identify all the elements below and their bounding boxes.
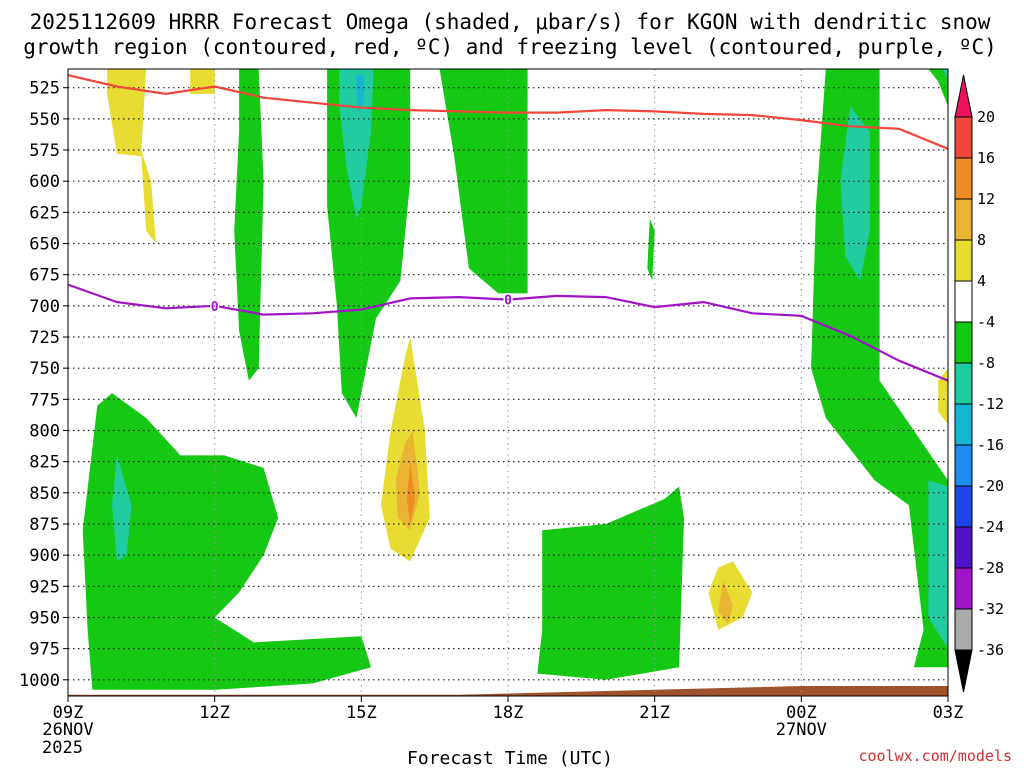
x-axis-label: Forecast Time (UTC) [407, 748, 613, 768]
y-tick-label-950: 950 [29, 608, 60, 628]
omega-region-yellow-upper-left-a [107, 69, 156, 244]
x-tick-label-15Z: 15Z [346, 703, 377, 723]
y-tick-label-975: 975 [29, 640, 60, 660]
omega-region-yellow-22z [708, 561, 753, 630]
colorbar-label-12: -32 [977, 600, 1004, 618]
colorbar-label-0: 20 [977, 108, 995, 126]
omega-shaded-regions [82, 69, 948, 690]
omega-region-red-16z [406, 461, 416, 524]
freezing-level-line-label-0: 0 [211, 300, 219, 315]
colorbar-label-9: -20 [977, 477, 1004, 495]
freezing-level-line-label-1: 0 [504, 294, 512, 309]
y-tick-label-550: 550 [29, 110, 60, 130]
omega-region-cyan-upper-right-tail [943, 69, 948, 82]
terrain-fill [68, 686, 948, 696]
y-tick-label-600: 600 [29, 172, 60, 192]
colorbar-segment-7 [954, 403, 973, 446]
y-tick-label-625: 625 [29, 203, 60, 223]
omega-region-green-left-upper [234, 69, 264, 381]
colorbar-segment-6 [954, 362, 973, 405]
omega-region-cyan-lower-left [112, 455, 132, 562]
colorbar-label-7: -12 [977, 395, 1004, 413]
y-tick-label-725: 725 [29, 328, 60, 348]
colorbar-segment-11 [954, 567, 973, 610]
omega-region-yellow-right-edge [938, 368, 948, 425]
colorbar-label-13: -36 [977, 641, 1004, 659]
y-tick-label-675: 675 [29, 266, 60, 286]
colorbar-label-8: -16 [977, 436, 1004, 454]
x-tick-label-09Z: 09Z [53, 703, 84, 723]
colorbar-top-arrow [954, 74, 973, 118]
omega-region-green-upper-right-tail [928, 69, 948, 107]
colorbar-segment-12 [954, 608, 973, 651]
omega-region-green-20z-sliver [647, 218, 655, 281]
colorbar-segment-0 [954, 116, 973, 159]
x-year-label: 2025 [42, 738, 83, 758]
omega-region-blue-15z-core [356, 75, 364, 113]
y-tick-label-850: 850 [29, 484, 60, 504]
colorbar: 20 16 12 8 4 -4 -8 -12 -16 -20 -24 -28 -32 -36 [954, 74, 1004, 693]
dgz-red-line [67, 74, 949, 150]
colorbar-segment-2 [954, 198, 973, 241]
omega-region-orange-22z [718, 580, 733, 624]
colorbar-label-4: 4 [977, 272, 986, 290]
x-tick-label-18Z: 18Z [493, 703, 524, 723]
colorbar-label-10: -24 [977, 518, 1004, 536]
credit-text: coolwx.com/models [858, 747, 1012, 765]
terrain-layer [68, 686, 948, 696]
colorbar-segment-9 [954, 485, 973, 528]
colorbar-label-3: 8 [977, 231, 986, 249]
y-tick-label-825: 825 [29, 453, 60, 473]
omega-region-cyan-right-lower [928, 480, 948, 649]
chart-title-line1: 2025112609 HRRR Forecast Omega (shaded, … [30, 10, 991, 34]
y-tick-label-775: 775 [29, 390, 60, 410]
y-tick-label-925: 925 [29, 577, 60, 597]
colorbar-bottom-arrow [954, 649, 973, 693]
omega-region-orange-16z [395, 430, 420, 531]
y-tick-label-650: 650 [29, 235, 60, 255]
chart-title-line2: growth region (contoured, red, ºC) and f… [23, 35, 997, 59]
y-tick-label-800: 800 [29, 421, 60, 441]
y-tick-label-750: 750 [29, 359, 60, 379]
y-axis-ticks: 525 550 575 600 625 650 675 700 725 750 775 800 825 8… [19, 79, 68, 691]
colorbar-segment-10 [954, 526, 973, 569]
colorbar-label-2: 12 [977, 190, 995, 208]
y-tick-label-575: 575 [29, 141, 60, 161]
colorbar-segment-3 [954, 239, 973, 282]
colorbar-segment-5 [954, 321, 973, 364]
x-tick-label-21Z: 21Z [639, 703, 670, 723]
colorbar-label-11: -28 [977, 559, 1004, 577]
omega-region-green-lower-mid [537, 486, 684, 680]
y-tick-label-875: 875 [29, 515, 60, 535]
x-date-label-27NOV: 27NOV [776, 720, 827, 740]
colorbar-segment-4 [954, 280, 973, 323]
omega-region-cyan-right-upper [840, 106, 870, 281]
x-date-label-26NOV: 26NOV [42, 720, 93, 740]
freezing-level-line [67, 283, 949, 382]
colorbar-segment-1 [954, 157, 973, 200]
colorbar-label-1: 16 [977, 149, 995, 167]
colorbar-label-5: -4 [977, 313, 995, 331]
x-tick-label-00Z: 00Z [786, 703, 817, 723]
gridlines [68, 69, 948, 696]
x-tick-label-03Z: 03Z [933, 703, 964, 723]
x-tick-label-12Z: 12Z [199, 703, 230, 723]
y-tick-label-900: 900 [29, 546, 60, 566]
y-tick-label-1000: 1000 [19, 671, 60, 691]
omega-region-green-lower-left [82, 393, 372, 690]
y-tick-label-700: 700 [29, 297, 60, 317]
colorbar-label-6: -8 [977, 354, 995, 372]
colorbar-segment-8 [954, 444, 973, 487]
y-tick-label-525: 525 [29, 79, 60, 99]
